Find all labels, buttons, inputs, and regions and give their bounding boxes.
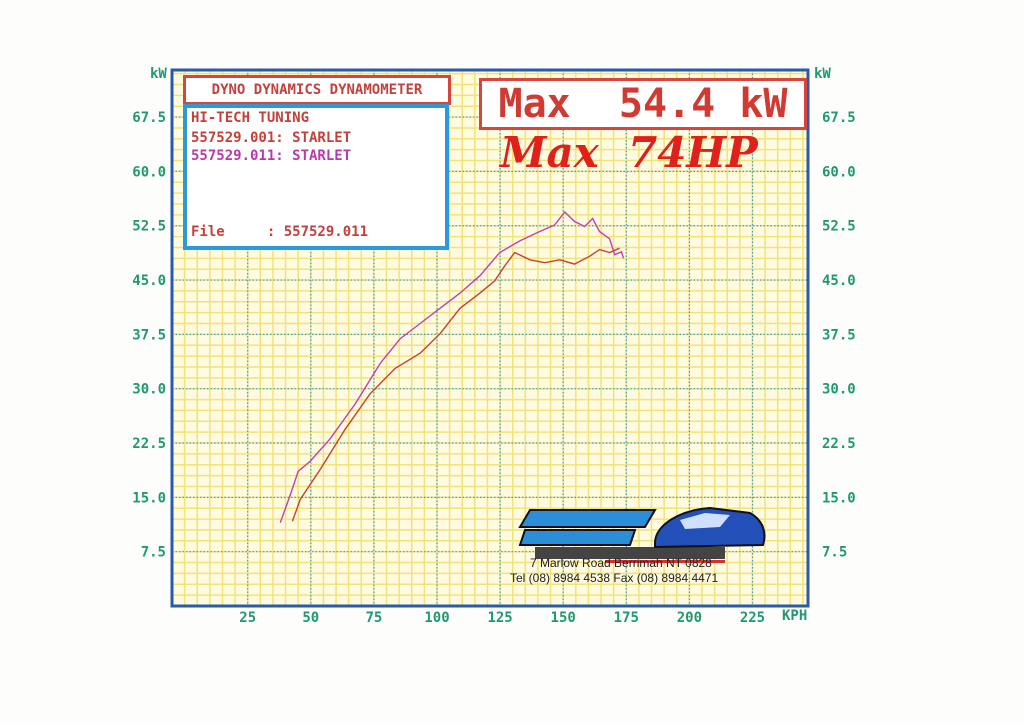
y-tick-label-left: 22.5 bbox=[132, 436, 166, 452]
y-tick-label-left: 45.0 bbox=[132, 273, 166, 289]
x-tick-label: 100 bbox=[424, 610, 449, 626]
hi-tech-tuning-logo bbox=[518, 506, 766, 563]
x-tick-label: 175 bbox=[614, 610, 639, 626]
y-tick-label-right: 30.0 bbox=[822, 382, 856, 398]
x-tick-label: 75 bbox=[365, 610, 382, 626]
y-tick-label-left: 60.0 bbox=[132, 164, 166, 180]
plot-frame bbox=[170, 68, 810, 608]
x-tick-label: 25 bbox=[239, 610, 256, 626]
legend-run1: 557529.001: STARLET bbox=[191, 130, 352, 146]
x-tick-label: 50 bbox=[302, 610, 319, 626]
legend-run2: 557529.011: STARLET bbox=[191, 148, 352, 164]
legend-file: File : 557529.011 bbox=[191, 224, 369, 240]
x-tick-label: 150 bbox=[551, 610, 576, 626]
y-tick-label-left: 52.5 bbox=[132, 219, 166, 235]
logo-address: 7 Marlow Road Berrimah NT 0828 bbox=[530, 556, 712, 570]
y-tick-label-left: 7.5 bbox=[141, 545, 166, 561]
y-axis-label-right: kW bbox=[814, 66, 831, 82]
legend-company: HI-TECH TUNING bbox=[191, 110, 310, 126]
series-line-2 bbox=[279, 210, 625, 523]
y-tick-label-right: 7.5 bbox=[822, 545, 847, 561]
series-line-1 bbox=[291, 247, 620, 522]
y-tick-label-right: 45.0 bbox=[822, 273, 856, 289]
y-tick-label-left: 67.5 bbox=[132, 110, 166, 126]
y-tick-label-left: 15.0 bbox=[132, 490, 166, 506]
y-tick-label-right: 37.5 bbox=[822, 327, 856, 343]
y-tick-label-right: 60.0 bbox=[822, 164, 856, 180]
y-tick-label-right: 67.5 bbox=[822, 110, 856, 126]
chart-title: DYNO DYNAMICS DYNAMOMETER bbox=[183, 75, 451, 105]
y-tick-label-right: 15.0 bbox=[822, 490, 856, 506]
x-axis-label: KPH bbox=[782, 608, 808, 624]
y-axis-label-left: kW bbox=[150, 66, 167, 82]
y-tick-label-right: 52.5 bbox=[822, 219, 856, 235]
y-tick-label-left: 37.5 bbox=[132, 327, 166, 343]
x-tick-label: 125 bbox=[487, 610, 512, 626]
logo-phone: Tel (08) 8984 4538 Fax (08) 8984 4471 bbox=[510, 571, 719, 585]
max-hp-annotation: Max 74HP bbox=[500, 128, 758, 177]
x-tick-label: 200 bbox=[677, 610, 702, 626]
y-tick-label-right: 22.5 bbox=[822, 436, 856, 452]
max-kw-annotation: Max 54.4 kW bbox=[479, 78, 807, 130]
x-tick-label: 225 bbox=[740, 610, 765, 626]
y-tick-label-left: 30.0 bbox=[132, 382, 166, 398]
legend-box: HI-TECH TUNING 557529.001: STARLET 55752… bbox=[183, 104, 449, 250]
